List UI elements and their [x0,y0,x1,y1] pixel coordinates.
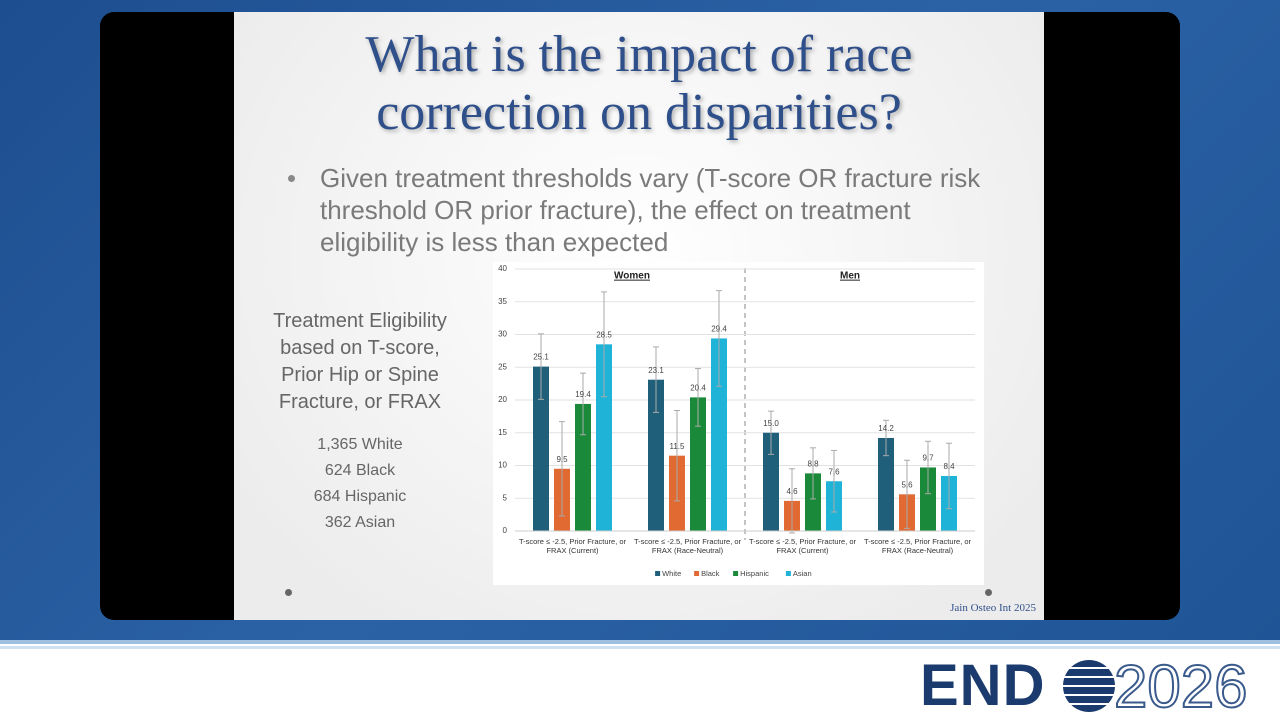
count: 1,365 White [317,436,403,453]
count: 362 Asian [324,514,396,531]
bar [805,473,821,531]
legend-label: White [662,569,681,578]
data-label: 23.1 [648,366,664,375]
x-tick-label: T-score ≤ -2.5, Prior Fracture, or FRAX … [748,537,857,555]
x-tick-label: T-score ≤ -2.5, Prior Fracture, or FRAX … [518,537,627,555]
data-label: 28.5 [596,330,612,339]
stripe [0,646,1280,649]
error-bar [810,447,816,500]
data-label: 8.4 [943,462,955,471]
error-bar [580,372,586,436]
bar [648,379,664,531]
legend-swatch [655,571,661,576]
error-bar [904,459,910,529]
citation: Jain Osteo Int 2025 [950,602,1036,614]
legend-swatch [694,571,700,576]
legend-label: Asian [793,569,812,578]
data-label: 11.5 [670,442,686,451]
error-bar [946,442,952,510]
title-text: What is the impact of race correction on… [365,26,913,141]
counts: 1,365 White 624 Black 684 Hispanic 362 A… [260,432,460,536]
x-tick-label: T-score ≤ -2.5, Prior Fracture, or FRAX … [633,537,742,555]
logo-globe [1063,660,1115,712]
slide-dot [985,589,992,596]
data-label: 4.6 [786,487,798,496]
y-tick-label: 0 [503,526,508,535]
y-tick-label: 15 [498,428,507,437]
count: 684 Hispanic [313,488,407,505]
legend-label: Black [701,569,720,578]
data-label: 29.4 [711,325,727,334]
group-label: Men [840,271,860,282]
legend-label: Hispanic [740,569,769,578]
data-label: 5.6 [901,480,913,489]
y-tick-label: 25 [498,362,507,371]
x-tick-label: T-score ≤ -2.5, Prior Fracture, or FRAX … [863,537,972,555]
y-tick-label: 30 [498,330,507,339]
error-bar [559,421,565,517]
y-tick-label: 20 [498,395,507,404]
data-label: 14.2 [878,424,894,433]
y-tick-label: 10 [498,461,507,470]
error-bar [674,409,680,502]
data-label: 7.6 [828,467,840,476]
bullet-dot [288,175,295,182]
legend-swatch [785,571,791,576]
x-tick-label-box: T-score ≤ -2.5, Prior Fracture, or FRAX … [863,537,972,555]
error-bar [789,468,795,534]
x-tick-label-box: T-score ≤ -2.5, Prior Fracture, or FRAX … [748,537,857,555]
data-label: 9.7 [922,454,934,463]
y-tick-label: 5 [503,493,508,502]
error-bar [716,290,722,387]
bar [690,397,706,531]
logo-text: END [920,653,1046,718]
error-bar [695,368,701,427]
data-label: 15.0 [763,419,779,428]
error-bar [831,449,837,513]
bar [878,437,894,531]
data-label: 19.4 [575,390,591,399]
error-bar [653,346,659,413]
error-bar [538,333,544,400]
slide-dot [285,589,292,596]
bar [575,403,591,531]
slide-title: What is the impact of race correction on… [234,26,1044,142]
stripe [0,640,1280,644]
data-label: 20.4 [690,383,706,392]
bar [920,467,936,531]
y-tick-label: 35 [498,297,507,306]
error-bar [768,410,774,455]
x-tick-label-box: T-score ≤ -2.5, Prior Fracture, or FRAX … [518,537,627,555]
bar [596,344,612,531]
bar [533,366,549,531]
error-bar [601,291,607,398]
side-heading: Treatment Eligibility based on T-score, … [273,310,447,413]
bullet-text: Given treatment thresholds vary (T-score… [320,163,981,257]
logo-text: 2026 [1113,652,1248,721]
data-label: 25.1 [533,353,549,362]
y-tick-label: 40 [498,264,507,273]
x-tick-label-box: T-score ≤ -2.5, Prior Fracture, or FRAX … [633,537,742,555]
data-label: 8.8 [807,459,819,468]
count: 624 Black [324,462,396,479]
legend-swatch [733,571,739,576]
bar [711,338,727,531]
group-label: Women [614,271,650,282]
data-label: 9.5 [556,455,568,464]
bar [763,432,779,531]
error-bar [925,440,931,495]
error-bar [883,419,889,457]
